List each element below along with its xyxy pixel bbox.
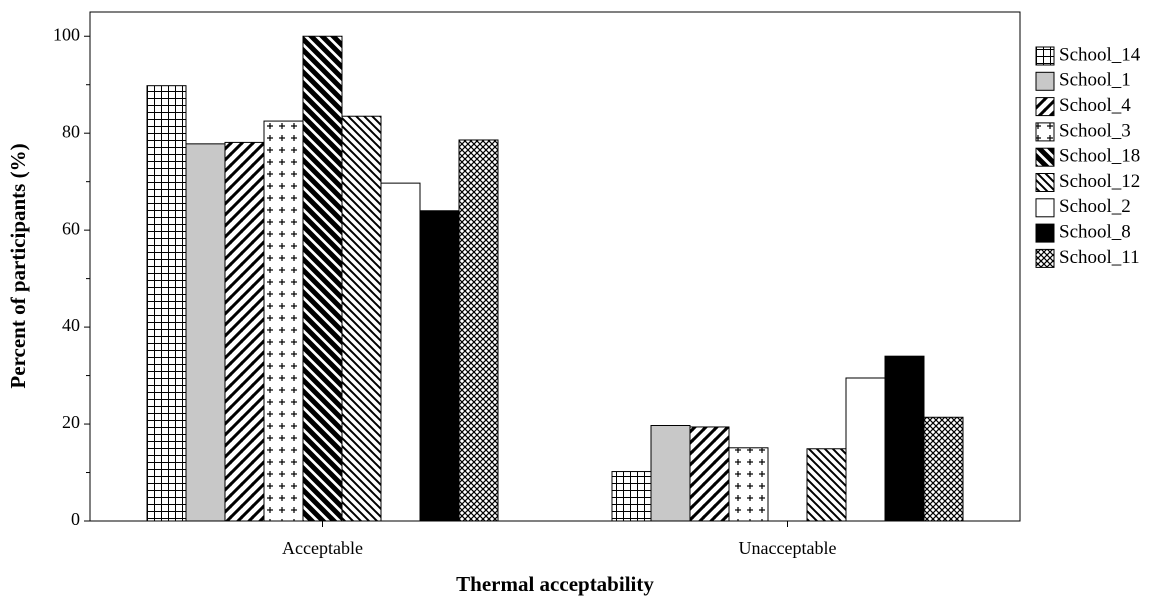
legend-swatch	[1035, 122, 1055, 142]
legend-swatch	[1035, 97, 1055, 117]
bar	[341, 115, 382, 522]
x-axis-title: Thermal acceptability	[456, 572, 654, 596]
bar	[185, 143, 226, 522]
bar	[806, 448, 847, 522]
x-tick-label: Unacceptable	[739, 538, 837, 558]
y-tick-label: 40	[62, 315, 80, 335]
legend-label: School_8	[1059, 221, 1131, 242]
legend-swatch	[1035, 198, 1055, 218]
bar	[302, 35, 343, 522]
bar	[845, 377, 886, 522]
legend-swatch	[1035, 46, 1055, 66]
y-tick-label: 80	[62, 121, 80, 141]
legend-swatch	[1035, 71, 1055, 91]
bar	[611, 471, 652, 522]
legend-label: School_2	[1059, 196, 1131, 217]
x-tick-label: Acceptable	[282, 538, 363, 558]
plot-frame	[89, 11, 1021, 522]
legend-swatch	[1035, 248, 1055, 268]
bar	[263, 120, 304, 522]
legend-label: School_14	[1059, 44, 1141, 65]
legend-label: School_12	[1059, 171, 1140, 192]
legend-swatch	[1035, 173, 1055, 192]
legend-swatch	[1035, 223, 1055, 243]
y-tick-label: 20	[62, 412, 80, 432]
bar	[146, 85, 187, 522]
bar	[728, 447, 769, 522]
bar	[224, 141, 265, 522]
legend-label: School_4	[1059, 95, 1131, 116]
bar	[923, 416, 964, 522]
y-tick-label: 60	[62, 218, 80, 238]
legend-label: School_1	[1059, 70, 1131, 91]
y-tick-label: 0	[71, 509, 80, 529]
bar	[689, 426, 730, 522]
bar	[650, 425, 691, 522]
legend-swatch	[1035, 147, 1055, 167]
legend-label: School_11	[1059, 247, 1140, 268]
legend-label: School_3	[1059, 120, 1131, 141]
bar	[458, 139, 499, 522]
bar	[419, 210, 460, 522]
bar	[380, 182, 421, 522]
y-tick-label: 100	[53, 24, 80, 44]
legend-label: School_18	[1059, 146, 1140, 167]
bar	[884, 355, 925, 522]
y-axis-title: Percent of participants (%)	[6, 143, 30, 388]
